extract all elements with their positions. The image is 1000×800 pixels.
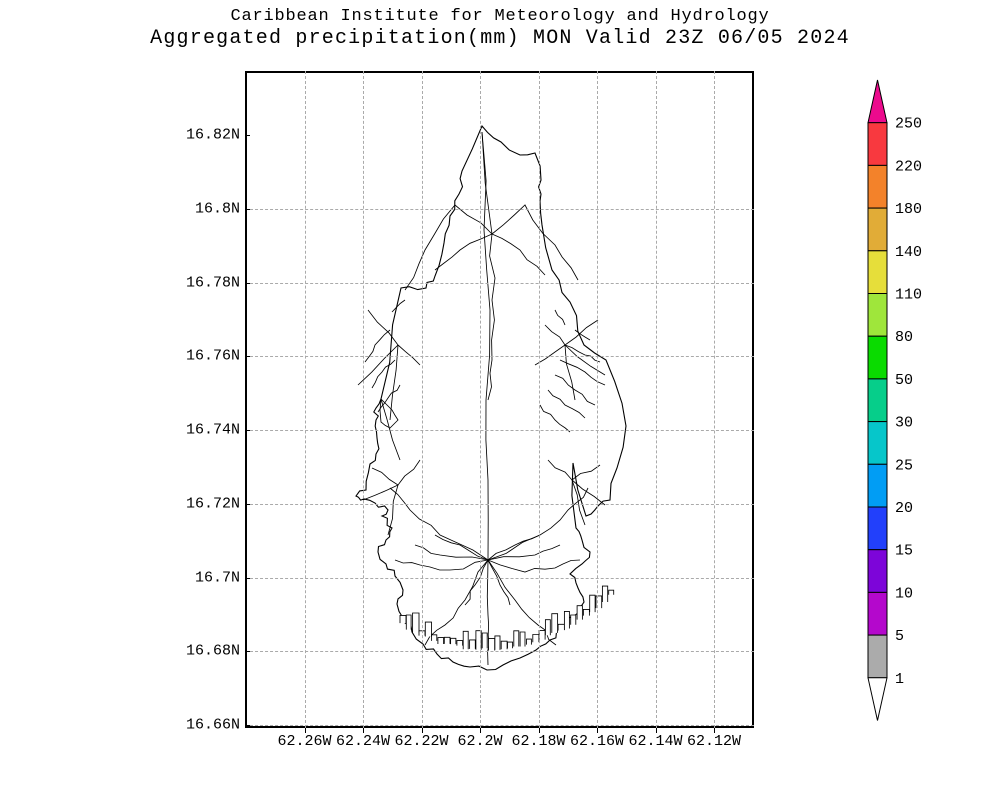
svg-text:20: 20 <box>895 500 913 517</box>
svg-text:5: 5 <box>895 628 904 645</box>
svg-text:140: 140 <box>895 244 922 261</box>
svg-text:25: 25 <box>895 457 913 474</box>
svg-text:250: 250 <box>895 116 922 133</box>
svg-text:220: 220 <box>895 158 922 175</box>
svg-text:10: 10 <box>895 585 913 602</box>
svg-text:180: 180 <box>895 201 922 218</box>
svg-text:50: 50 <box>895 372 913 389</box>
svg-text:30: 30 <box>895 415 913 432</box>
svg-text:80: 80 <box>895 329 913 346</box>
svg-text:15: 15 <box>895 543 913 560</box>
svg-text:1: 1 <box>895 671 904 688</box>
svg-text:110: 110 <box>895 287 922 304</box>
